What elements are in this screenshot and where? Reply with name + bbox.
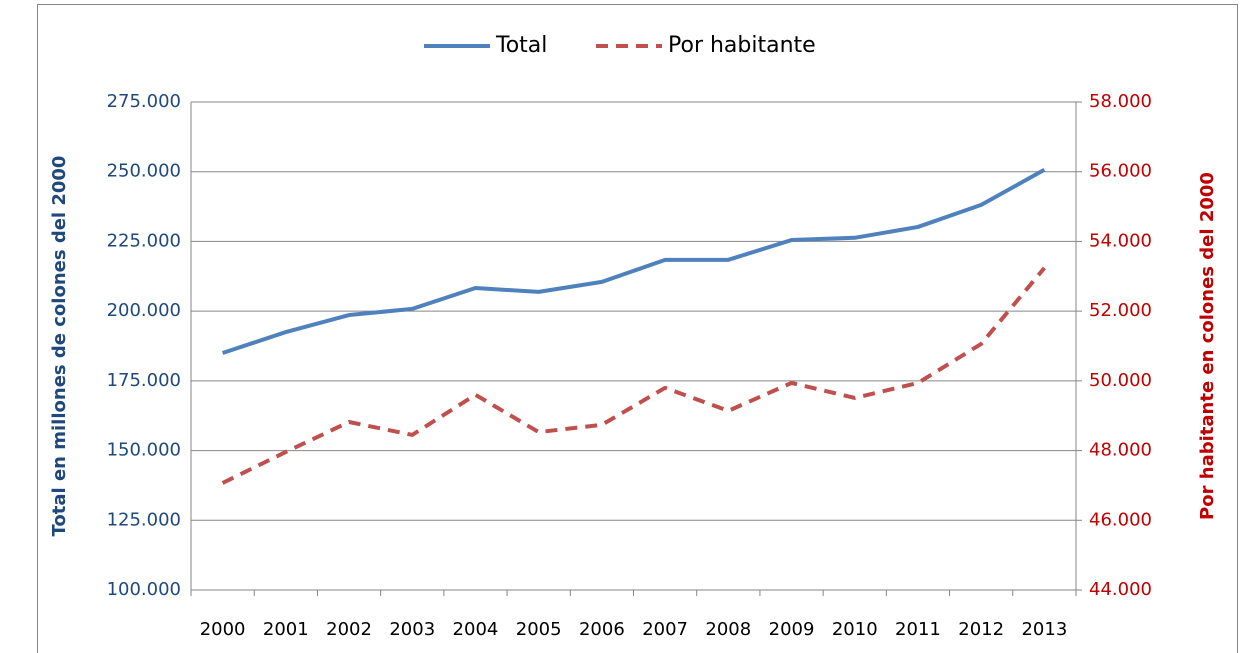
x-tick-label: 2003	[389, 619, 435, 640]
y2-tick-label: 52.000	[1089, 300, 1152, 321]
x-tick-label: 2011	[895, 619, 941, 640]
x-tick-label: 2000	[200, 619, 246, 640]
y-tick-label: 125.000	[107, 509, 181, 530]
y2-tick-label: 56.000	[1089, 161, 1152, 182]
x-tick-label: 2013	[1021, 619, 1067, 640]
y2-tick-label: 46.000	[1089, 509, 1152, 530]
x-tick-label: 2005	[516, 619, 562, 640]
legend-label: Total	[495, 33, 547, 58]
series-line	[221, 266, 1046, 485]
x-tick-label: 2007	[642, 619, 688, 640]
x-tick-label: 2002	[326, 619, 372, 640]
x-tick-label: 2004	[453, 619, 499, 640]
y2-axis-title: Por habitante en colones del 2000	[1197, 172, 1218, 520]
y-tick-label: 225.000	[107, 230, 181, 251]
y2-tick-label: 54.000	[1089, 230, 1152, 251]
y-tick-label: 250.000	[107, 161, 181, 182]
legend-label: Por habitante	[668, 33, 816, 58]
y-tick-label: 200.000	[107, 300, 181, 321]
chart-border	[37, 4, 1238, 653]
x-tick-label: 2009	[769, 619, 815, 640]
y2-tick-label: 48.000	[1089, 440, 1152, 461]
y2-tick-label: 44.000	[1089, 579, 1152, 600]
x-tick-label: 2010	[832, 619, 878, 640]
x-tick-label: 2001	[263, 619, 309, 640]
x-tick-label: 2008	[705, 619, 751, 640]
x-tick-label: 2006	[579, 619, 625, 640]
y2-tick-label: 58.000	[1089, 91, 1152, 112]
y-axis-title: Total en millones de colones del 2000	[49, 156, 70, 537]
series-line	[221, 168, 1046, 355]
y-tick-label: 275.000	[107, 91, 181, 112]
x-tick-label: 2012	[958, 619, 1004, 640]
y-tick-label: 150.000	[107, 440, 181, 461]
y-tick-label: 100.000	[107, 579, 181, 600]
y2-tick-label: 50.000	[1089, 370, 1152, 391]
y-tick-label: 175.000	[107, 370, 181, 391]
